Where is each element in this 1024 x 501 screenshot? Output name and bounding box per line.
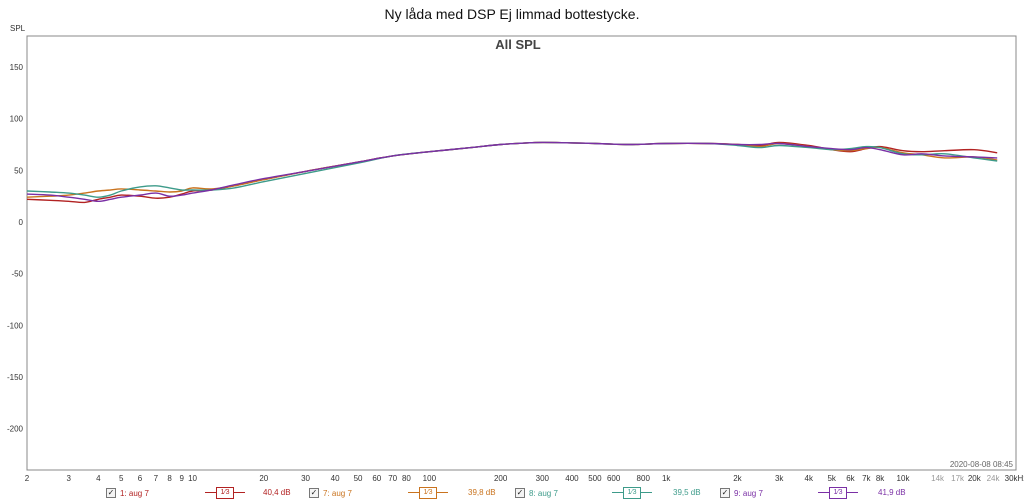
legend-item-9[interactable]: ✓ 9: aug 7 (720, 486, 763, 500)
x-tick-label: 24k (987, 474, 1001, 483)
x-tick-label: 3 (66, 474, 71, 483)
x-tick-label: 30kHz (1005, 474, 1024, 483)
legend-checkbox-9[interactable]: ✓ (720, 488, 730, 498)
x-tick-label: 2 (25, 474, 30, 483)
smoothing-label-1: 1⁄3 (216, 487, 234, 499)
smoothing-label-9: 1⁄3 (829, 487, 847, 499)
legend-value-7: 39,8 dB (468, 488, 496, 497)
x-tick-label: 30 (301, 474, 310, 483)
legend-label-1: 1: aug 7 (120, 488, 149, 498)
legend-item-8[interactable]: ✓ 8: aug 7 (515, 486, 558, 500)
x-tick-label: 4k (805, 474, 814, 483)
x-tick-label: 7k (862, 474, 871, 483)
legend-checkbox-8[interactable]: ✓ (515, 488, 525, 498)
axes (26, 35, 1017, 471)
legend: ✓ 1: aug 7 1⁄3 40,4 dB ✓ 7: aug 7 1⁄3 39… (0, 486, 1024, 500)
x-tick-label: 5k (827, 474, 836, 483)
x-tick-label: 40 (331, 474, 340, 483)
page-title: Ny låda med DSP Ej limmad bottestycke. (384, 6, 640, 22)
legend-checkbox-1[interactable]: ✓ (106, 488, 116, 498)
y-tick-label: 150 (10, 63, 24, 72)
x-tick-label: 5 (119, 474, 124, 483)
x-tick-label: 600 (607, 474, 621, 483)
x-tick-label: 50 (354, 474, 363, 483)
x-tick-label: 17k (951, 474, 965, 483)
x-tick-label: 2k (733, 474, 742, 483)
x-tick-label: 400 (565, 474, 579, 483)
series-line-4 (26, 141, 998, 203)
timestamp: 2020-08-08 08:45 (950, 460, 1014, 469)
legend-item-1[interactable]: ✓ 1: aug 7 (106, 486, 149, 500)
legend-label-9: 9: aug 7 (734, 488, 763, 498)
x-tick-label: 8 (167, 474, 172, 483)
x-tick-label: 6k (846, 474, 855, 483)
x-tick-label: 14k (931, 474, 945, 483)
x-tick-label: 10k (897, 474, 911, 483)
x-tick-label: 6 (138, 474, 143, 483)
x-tick-label: 10 (188, 474, 197, 483)
x-tick-label: 300 (536, 474, 550, 483)
smoothing-label-8: 1⁄3 (623, 487, 641, 499)
x-tick-label: 8k (876, 474, 885, 483)
y-tick-label: 100 (10, 115, 24, 124)
x-tick-label: 7 (154, 474, 159, 483)
y-tick-label: -150 (7, 373, 24, 382)
x-tick-label: 70 (388, 474, 397, 483)
x-tick-label: 1k (662, 474, 671, 483)
x-tick-label: 800 (637, 474, 651, 483)
plot-frame (26, 35, 1017, 471)
x-tick-label: 80 (402, 474, 411, 483)
smoothing-control-9[interactable]: 1⁄3 (818, 486, 858, 500)
y-tick-label: 50 (14, 166, 23, 175)
x-tick-label: 60 (372, 474, 381, 483)
x-tick-label: 4 (96, 474, 101, 483)
legend-value-9: 41,9 dB (878, 488, 906, 497)
legend-item-7[interactable]: ✓ 7: aug 7 (309, 486, 352, 500)
legend-value-8: 39,5 dB (673, 488, 701, 497)
x-tick-label: 20 (259, 474, 268, 483)
x-tick-label: 9 (179, 474, 184, 483)
x-tick-label: 20k (968, 474, 982, 483)
y-axis-label: SPL (10, 24, 26, 33)
smoothing-label-7: 1⁄3 (419, 487, 437, 499)
smoothing-control-7[interactable]: 1⁄3 (408, 486, 448, 500)
legend-value-1: 40,4 dB (263, 488, 291, 497)
legend-label-7: 7: aug 7 (323, 488, 352, 498)
y-tick-label: -200 (7, 425, 24, 434)
x-tick-label: 500 (588, 474, 602, 483)
series-group (26, 141, 998, 204)
smoothing-control-8[interactable]: 1⁄3 (612, 486, 652, 500)
y-tick-label: -100 (7, 321, 24, 330)
chart-title: All SPL (495, 37, 541, 52)
x-tick-label: 100 (423, 474, 437, 483)
legend-checkbox-7[interactable]: ✓ (309, 488, 319, 498)
x-tick-label: 3k (775, 474, 784, 483)
x-tick-label: 200 (494, 474, 508, 483)
legend-label-8: 8: aug 7 (529, 488, 558, 498)
y-tick-label: 0 (19, 218, 24, 227)
smoothing-control-1[interactable]: 1⁄3 (205, 486, 245, 500)
y-tick-label: -50 (11, 270, 23, 279)
